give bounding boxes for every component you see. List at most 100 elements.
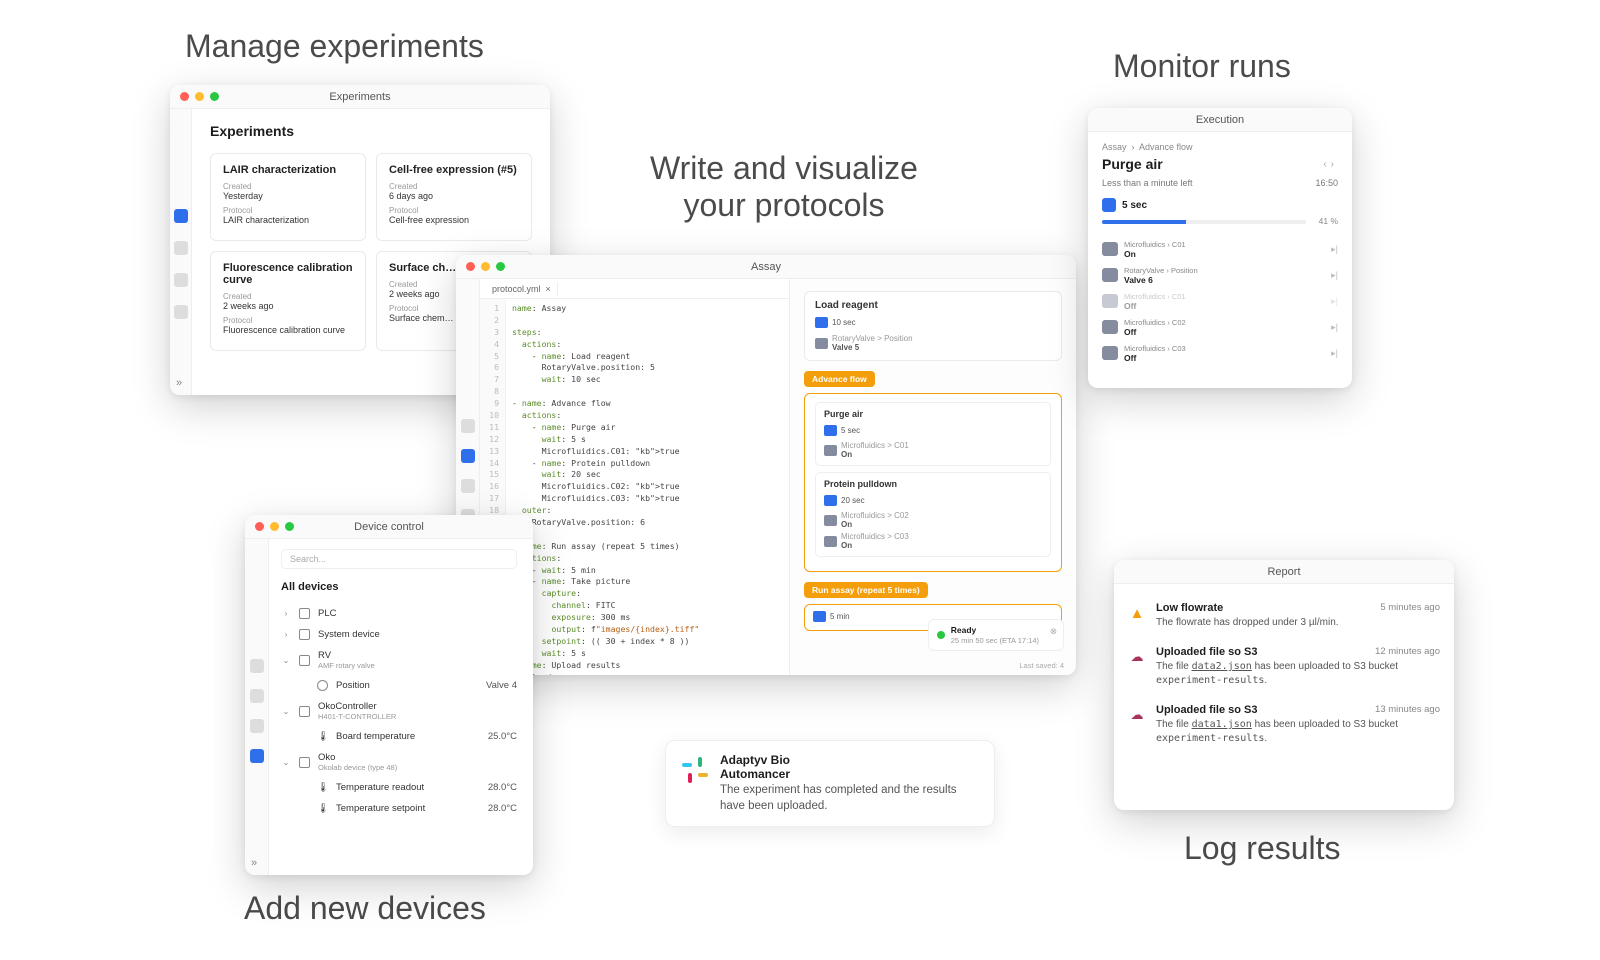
window-title: Assay	[751, 261, 781, 273]
viz-banner-advance: Advance flow	[804, 371, 875, 387]
queue-row[interactable]: Microfluidics › C01On▸|	[1102, 236, 1338, 262]
rail-tab-4[interactable]	[174, 305, 188, 319]
titlebar: Execution	[1088, 108, 1352, 132]
experiments-heading: Experiments	[210, 123, 532, 139]
titlebar: Assay	[456, 255, 1076, 279]
collapse-icon[interactable]: »	[251, 857, 257, 869]
sidebar-rail	[170, 109, 192, 395]
window-title: Device control	[354, 521, 424, 533]
collapse-icon[interactable]: »	[176, 377, 188, 389]
slack-notification[interactable]: Adaptyv Bio Automancer The experiment ha…	[665, 740, 995, 827]
device-icon	[1102, 294, 1118, 308]
time-icon	[1102, 198, 1116, 212]
rail-tab-2[interactable]	[174, 241, 188, 255]
last-saved-label: Last saved: 4	[1019, 661, 1064, 670]
rail-tab-2[interactable]	[250, 689, 264, 703]
execution-step-title: Purge air	[1102, 156, 1163, 172]
skip-icon[interactable]: ▸|	[1331, 270, 1338, 281]
assay-window: Assay protocol.yml × 1 2 3 4 5 6 7 8 9 1…	[456, 255, 1076, 675]
section-title-monitor: Monitor runs	[1113, 48, 1291, 85]
eta-text: Less than a minute left	[1102, 178, 1193, 188]
protocol-visualizer: Load reagent 10 sec RotaryValve > Positi…	[790, 279, 1076, 675]
skip-icon[interactable]: ▸|	[1331, 348, 1338, 359]
skip-icon[interactable]: ▸|	[1331, 322, 1338, 333]
current-step: 5 sec	[1102, 198, 1338, 212]
traffic-lights[interactable]	[255, 522, 294, 531]
queue-row[interactable]: Microfluidics › C02Off▸|	[1102, 314, 1338, 340]
skip-icon[interactable]: ▸|	[1331, 244, 1338, 255]
experiment-card[interactable]: Fluorescence calibration curveCreated2 w…	[210, 251, 366, 351]
eta-time: 16:50	[1315, 178, 1338, 188]
device-icon	[1102, 242, 1118, 256]
titlebar: Device control	[245, 515, 533, 539]
device-row-rv[interactable]: ⌄RVAMF rotary valve	[277, 645, 521, 675]
execution-window: Execution Assay › Advance flow Purge air…	[1088, 108, 1352, 388]
next-step-icon[interactable]: ›	[1331, 159, 1338, 170]
rail-tab-1[interactable]	[461, 419, 475, 433]
traffic-lights[interactable]	[466, 262, 505, 271]
progress-bar	[1102, 220, 1306, 224]
rail-tab-3[interactable]	[461, 479, 475, 493]
report-item[interactable]: ☁Uploaded file so S312 minutes agoThe fi…	[1128, 638, 1440, 696]
close-icon[interactable]: ⊗	[1050, 626, 1057, 637]
window-title: Execution	[1196, 114, 1244, 126]
rail-tab-1[interactable]	[250, 659, 264, 673]
report-item[interactable]: ▲Low flowrate5 minutes agoThe flowrate h…	[1128, 594, 1440, 638]
device-prop-position[interactable]: PositionValve 4	[277, 675, 521, 696]
experiment-card[interactable]: Cell-free expression (#5)Created6 days a…	[376, 153, 532, 241]
report-window: Report ▲Low flowrate5 minutes agoThe flo…	[1114, 560, 1454, 810]
cloud-upload-icon: ☁	[1128, 706, 1146, 724]
experiment-card[interactable]: LAIR characterizationCreatedYesterdayPro…	[210, 153, 366, 241]
device-row-oko[interactable]: ⌄OkoControllerH401-T-CONTROLLER	[277, 696, 521, 726]
queue-row[interactable]: RotaryValve › PositionValve 6▸|	[1102, 262, 1338, 288]
status-dot-icon	[937, 631, 945, 639]
titlebar: Experiments	[170, 85, 550, 109]
warning-icon: ▲	[1128, 604, 1146, 622]
status-ready-card[interactable]: Ready 25 min 50 sec (ETA 17:14) ⊗	[928, 619, 1064, 651]
viz-card-load-reagent[interactable]: Load reagent 10 sec RotaryValve > Positi…	[804, 291, 1062, 361]
slack-message: The experiment has completed and the res…	[720, 783, 978, 814]
code-body[interactable]: name: Assay steps: actions: - name: Load…	[506, 299, 789, 675]
traffic-lights[interactable]	[180, 92, 219, 101]
slack-icon	[682, 757, 708, 783]
device-row-plc[interactable]: ›PLC	[277, 603, 521, 624]
skip-icon[interactable]: ▸|	[1331, 296, 1338, 307]
window-title: Experiments	[329, 91, 390, 103]
slack-app-name: Adaptyv Bio	[720, 753, 978, 767]
rail-tab-devices[interactable]	[250, 749, 264, 763]
queue-row[interactable]: Microfluidics › C01Off▸|	[1102, 288, 1338, 314]
progress-pct: 41 %	[1319, 216, 1338, 226]
device-row-oko2[interactable]: ⌄OkoOkolab device (type 48)	[277, 747, 521, 777]
cloud-upload-icon: ☁	[1128, 648, 1146, 666]
section-title-devices: Add new devices	[244, 890, 486, 927]
time-icon	[815, 317, 828, 328]
search-input[interactable]: Search...	[281, 549, 517, 569]
viz-card-advance-flow[interactable]: Purge air 5 sec Microfluidics > C01On Pr…	[804, 393, 1062, 572]
device-icon	[815, 338, 828, 349]
editor-tab[interactable]: protocol.yml ×	[486, 282, 558, 296]
queue-row[interactable]: Microfluidics › C03Off▸|	[1102, 340, 1338, 366]
rail-tab-3[interactable]	[250, 719, 264, 733]
prev-step-icon[interactable]: ‹	[1323, 159, 1330, 170]
device-icon	[1102, 320, 1118, 334]
rail-tab-3[interactable]	[174, 273, 188, 287]
devices-heading: All devices	[281, 581, 517, 593]
device-prop-temp-set[interactable]: 🌡Temperature setpoint28.0°C	[277, 798, 521, 819]
sidebar-rail	[245, 539, 269, 875]
section-title-write: Write and visualize your protocols	[650, 150, 918, 224]
device-icon	[1102, 268, 1118, 282]
window-title: Report	[1267, 566, 1300, 578]
report-item[interactable]: ☁Uploaded file so S313 minutes agoThe fi…	[1128, 696, 1440, 754]
device-row-sysdev[interactable]: ›System device	[277, 624, 521, 645]
slack-bot-name: Automancer	[720, 767, 978, 781]
titlebar: Report	[1114, 560, 1454, 584]
device-icon	[1102, 346, 1118, 360]
rail-tab-experiments[interactable]	[174, 209, 188, 223]
rail-tab-protocol[interactable]	[461, 449, 475, 463]
device-prop-temp-read[interactable]: 🌡Temperature readout28.0°C	[277, 777, 521, 798]
device-prop-board-temp[interactable]: 🌡Board temperature25.0°C	[277, 726, 521, 747]
viz-banner-run: Run assay (repeat 5 times)	[804, 582, 928, 598]
device-control-window: Device control Search... All devices ›PL…	[245, 515, 533, 875]
section-title-log: Log results	[1184, 830, 1341, 867]
breadcrumb[interactable]: Assay › Advance flow	[1102, 142, 1338, 152]
